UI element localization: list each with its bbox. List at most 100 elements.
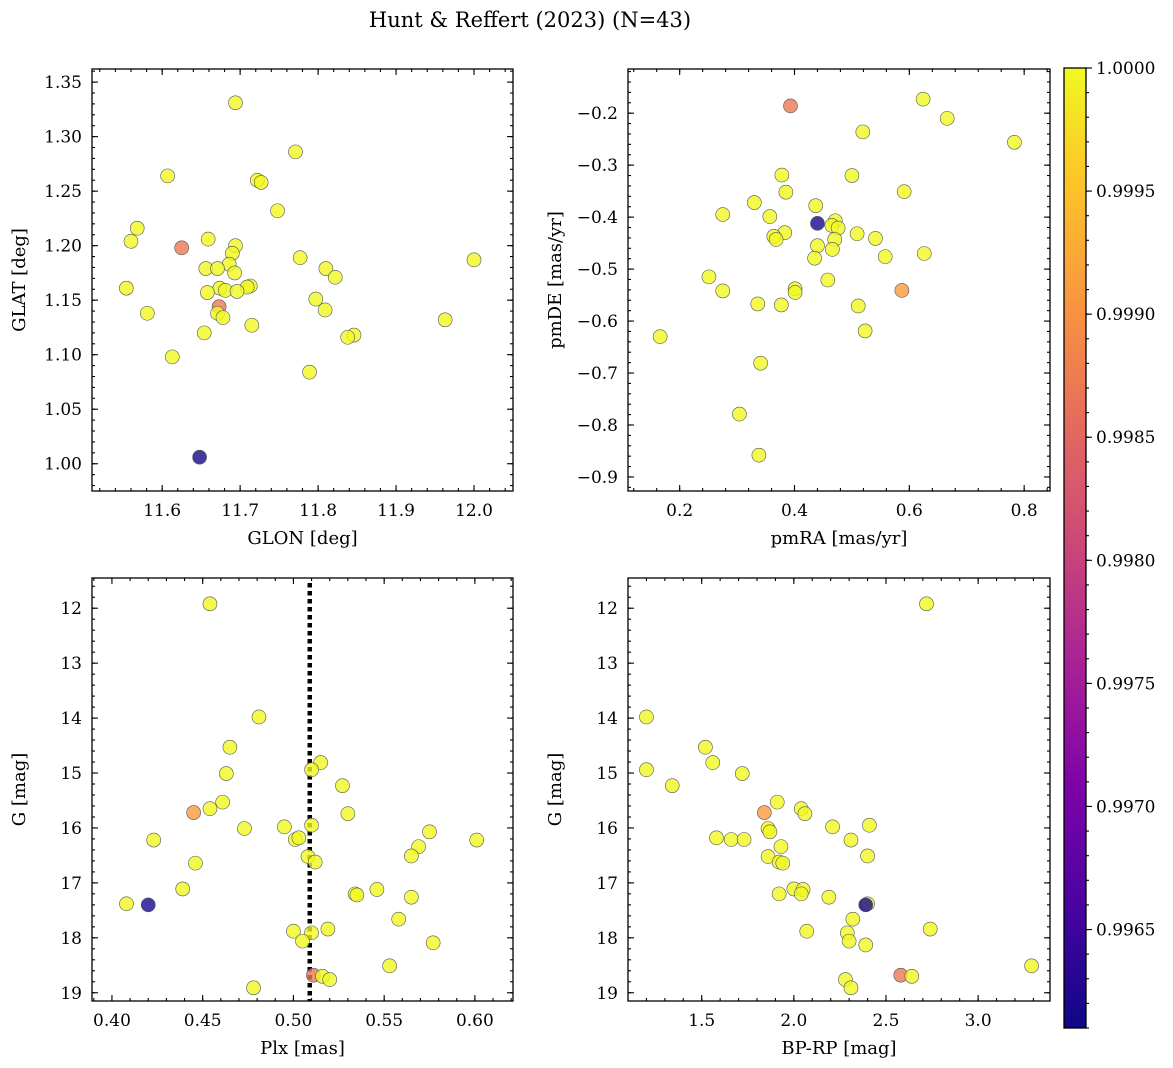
data-point	[787, 285, 803, 300]
data-point	[849, 226, 865, 242]
colorbar-tick-label: 0.9970	[1096, 797, 1155, 817]
x-tick-label: 11.6	[143, 501, 181, 521]
data-point	[855, 124, 871, 140]
data-point	[922, 921, 938, 937]
y-tick-label: 17	[596, 874, 618, 894]
data-point	[810, 216, 825, 231]
data-point	[751, 447, 767, 463]
data-point	[857, 323, 873, 339]
y-tick-label: −0.9	[577, 468, 618, 488]
data-point	[858, 897, 874, 913]
data-point	[302, 364, 317, 380]
data-point	[218, 766, 234, 781]
data-point	[437, 312, 453, 328]
y-tick-label: 13	[60, 654, 82, 674]
data-point	[807, 250, 822, 266]
y-tick-label: 16	[60, 819, 82, 839]
y-tick-label: 1.05	[44, 400, 82, 420]
data-point	[771, 886, 787, 902]
data-point	[391, 911, 406, 927]
data-point	[799, 923, 815, 939]
data-point	[246, 980, 261, 996]
y-axis-label: G [mag]	[9, 753, 30, 826]
colorbar-tick-label: 0.9995	[1096, 182, 1155, 202]
data-point	[862, 817, 877, 833]
data-point	[768, 232, 784, 247]
data-point	[308, 291, 324, 307]
x-tick-label: 12.0	[455, 501, 493, 521]
panel-plx-g: 0.40 0.45 0.50 0.55 0.60 12 13 14 15 16 17 18 19 Plx …	[9, 577, 514, 1059]
y-tick-label: −0.3	[577, 156, 618, 176]
data-point	[844, 168, 860, 183]
data-point	[825, 819, 840, 835]
data-point	[349, 887, 365, 903]
data-point	[196, 325, 212, 341]
data-point	[843, 980, 859, 996]
x-tick-label: 0.55	[365, 1011, 403, 1031]
data-point	[119, 280, 134, 296]
x-tick-label: 11.8	[299, 501, 337, 521]
y-tick-label: 12	[60, 599, 82, 619]
data-point	[291, 830, 307, 846]
data-point	[320, 921, 336, 937]
data-point	[335, 778, 350, 793]
data-point	[369, 882, 385, 897]
x-tick-label: 2.5	[872, 1011, 899, 1031]
data-point	[404, 889, 419, 905]
data-point	[858, 937, 874, 953]
y-tick-label: −0.6	[577, 312, 618, 332]
y-tick-label: 1.35	[44, 73, 82, 93]
data-point	[200, 285, 215, 300]
data-point	[783, 98, 798, 114]
colorbar-tick-label: 0.9980	[1096, 551, 1155, 571]
data-point	[810, 238, 825, 253]
y-tick-label: 1.15	[44, 291, 82, 311]
data-point	[894, 283, 910, 298]
data-point	[286, 923, 301, 939]
data-point	[227, 265, 242, 281]
data-point	[425, 935, 441, 951]
data-point	[304, 762, 319, 778]
x-tick-label: 0.4	[781, 501, 808, 521]
axes-frame	[91, 577, 514, 1002]
data-point	[860, 848, 875, 864]
data-point	[821, 889, 837, 905]
data-point	[253, 175, 269, 190]
colorbar-tick-label: 0.9985	[1096, 428, 1155, 448]
data-point	[202, 596, 218, 612]
y-tick-label: 15	[60, 764, 82, 784]
data-point	[186, 805, 201, 820]
data-point	[868, 231, 883, 246]
data-point	[778, 184, 794, 200]
data-point	[307, 854, 323, 870]
y-tick-label: 14	[60, 709, 82, 729]
data-point	[119, 896, 134, 912]
data-point	[769, 794, 785, 810]
data-point	[820, 272, 836, 288]
data-point	[237, 821, 252, 836]
data-point	[340, 329, 356, 345]
x-axis-label: Plx [mas]	[260, 1038, 345, 1059]
x-tick-label: 0.8	[1011, 501, 1038, 521]
y-tick-label: 15	[596, 764, 618, 784]
data-point	[304, 925, 319, 941]
colorbar-tick-label: 0.9990	[1096, 305, 1155, 325]
data-point	[773, 297, 789, 313]
y-tick-label: 17	[60, 874, 82, 894]
data-point	[715, 283, 731, 299]
colorbar: 0.9965 0.9970 0.9975 0.9980 0.9985 0.9990 0.99…	[1063, 59, 1155, 1029]
x-tick-label: 0.40	[93, 1011, 131, 1031]
data-point	[174, 240, 189, 256]
data-point	[639, 709, 654, 725]
data-point	[757, 805, 772, 820]
y-tick-label: −0.2	[577, 104, 618, 124]
x-tick-label: 2.0	[780, 1011, 807, 1031]
colorbar-tick-label: 1.0000	[1096, 59, 1155, 79]
data-point	[192, 449, 207, 465]
data-point	[877, 249, 893, 264]
data-point	[652, 329, 668, 344]
data-point	[288, 144, 303, 160]
data-point	[775, 855, 791, 871]
data-point	[228, 95, 243, 111]
